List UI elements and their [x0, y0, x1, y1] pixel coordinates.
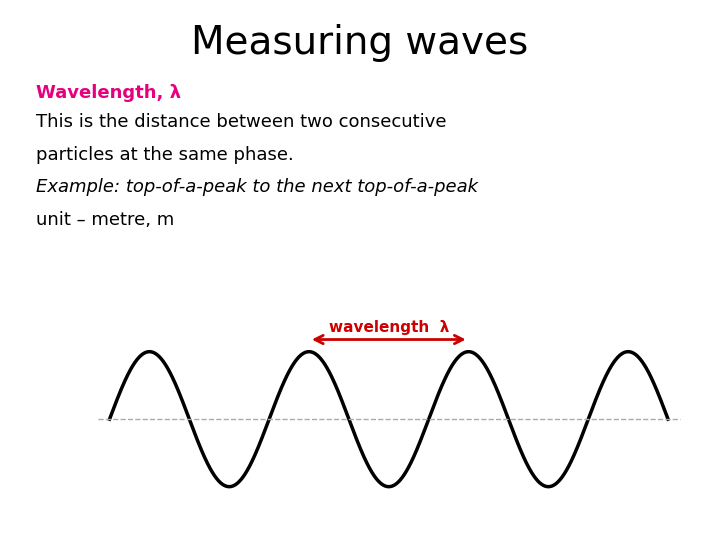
Text: Wavelength, λ: Wavelength, λ	[36, 84, 181, 102]
Text: Measuring waves: Measuring waves	[192, 24, 528, 62]
Text: wavelength  λ: wavelength λ	[328, 320, 449, 335]
Text: Example: top-of-a-peak to the next top-of-a-peak: Example: top-of-a-peak to the next top-o…	[36, 178, 478, 196]
Text: particles at the same phase.: particles at the same phase.	[36, 146, 294, 164]
Text: unit – metre, m: unit – metre, m	[36, 211, 174, 228]
Text: This is the distance between two consecutive: This is the distance between two consecu…	[36, 113, 446, 131]
